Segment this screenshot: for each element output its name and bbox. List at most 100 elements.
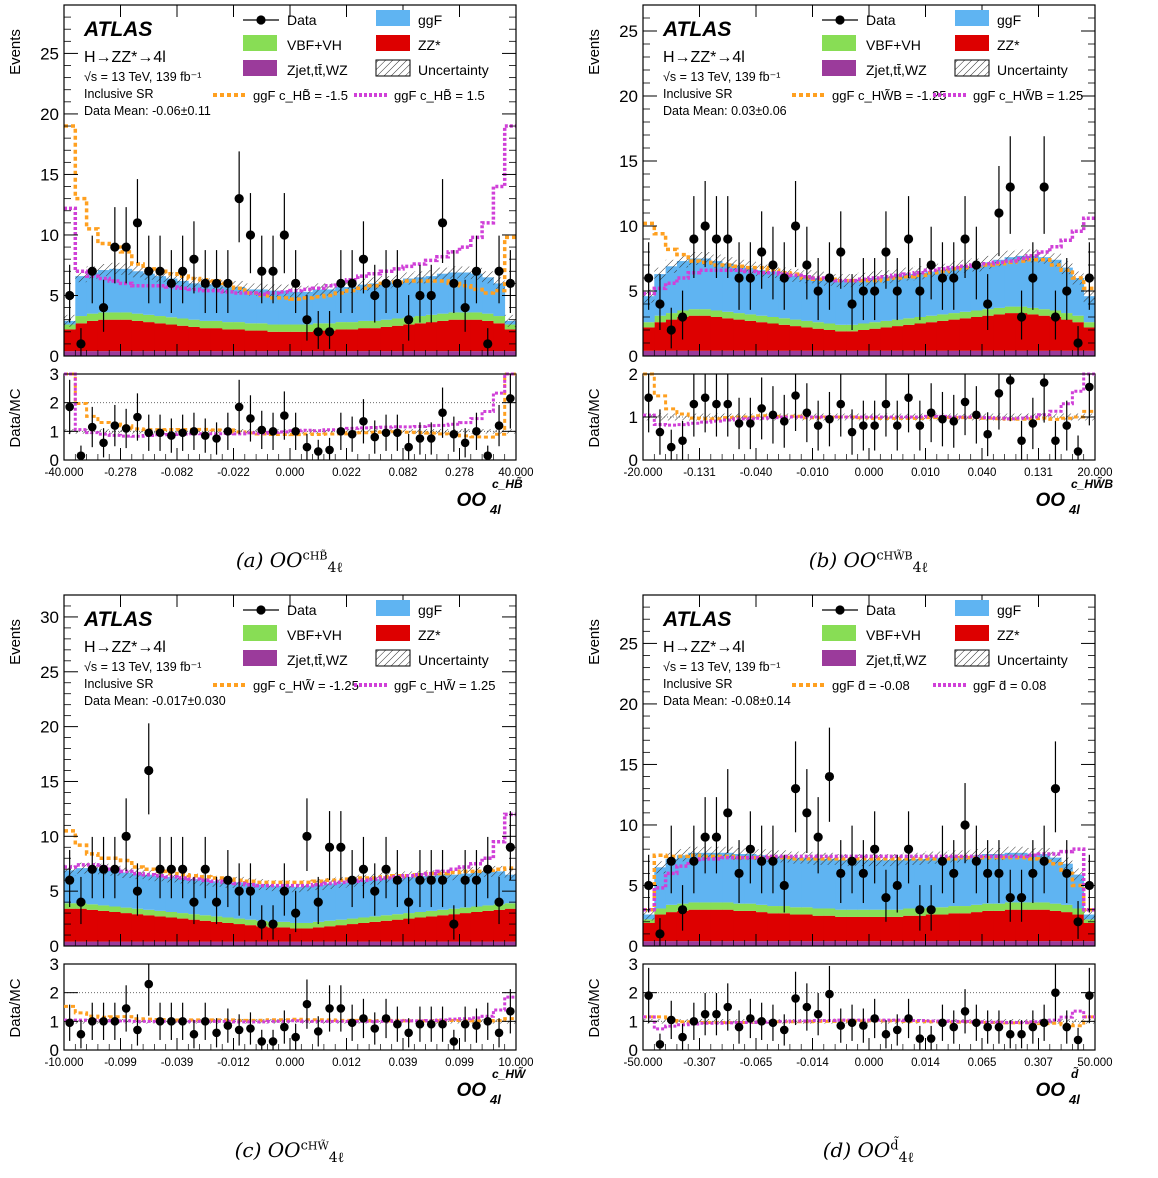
ratio-point	[779, 1025, 789, 1035]
ratio-point	[155, 1017, 165, 1026]
bar-zz	[278, 927, 291, 942]
bar-zz	[335, 925, 347, 942]
y-axis-label: Events	[586, 29, 603, 75]
bar-zz	[177, 325, 189, 352]
ratio-ytick-label: 1	[50, 422, 59, 441]
bar-ggf	[357, 880, 370, 918]
unc-bin	[323, 283, 336, 296]
bar-zz	[222, 922, 234, 942]
bar-ggf	[1015, 255, 1028, 307]
legend-data-label: Data	[866, 602, 896, 618]
bar-zz	[993, 314, 1005, 351]
bar-zjet	[857, 350, 870, 356]
data-point	[858, 868, 868, 878]
bar-zjet	[335, 941, 347, 946]
bar-vbf	[993, 307, 1005, 315]
ratio-point	[336, 1004, 346, 1013]
x-axis-label-main: OO	[1035, 1080, 1065, 1101]
ratio-point	[994, 389, 1004, 398]
ratio-point	[689, 1017, 699, 1026]
ratio-point	[483, 451, 493, 461]
ytick-label: 10	[40, 827, 59, 846]
ratio-point	[870, 421, 879, 430]
ratio-point	[712, 1009, 721, 1019]
data-point	[404, 897, 414, 907]
bar-vbf	[1004, 306, 1017, 314]
bar-vbf	[733, 313, 746, 320]
bar-zjet	[233, 351, 246, 356]
data-point	[471, 266, 482, 276]
ratio-point	[644, 393, 653, 402]
bar-zjet	[1038, 941, 1051, 946]
bar-zjet	[812, 350, 825, 356]
bar-zz	[154, 916, 167, 942]
ratio-point	[700, 1009, 710, 1019]
ratio-point	[404, 442, 413, 452]
bar-vbf	[688, 902, 700, 910]
data-point	[802, 808, 812, 818]
data-point	[336, 278, 346, 288]
pos-coefficient-line	[64, 812, 516, 888]
bar-zz	[75, 908, 87, 942]
bar-zz	[470, 911, 483, 942]
bar-vbf	[256, 323, 268, 331]
bar-vbf	[199, 915, 212, 921]
caption-superscript-sub: HW̃	[307, 1139, 329, 1153]
bar-zjet	[744, 350, 757, 356]
process-label: H→ZZ*→4l	[663, 639, 745, 656]
atlas-label: ATLAS	[662, 18, 731, 41]
ratio-point	[791, 391, 800, 400]
bar-zz	[233, 329, 246, 352]
ytick-label: 25	[40, 663, 59, 682]
data-point	[110, 242, 120, 252]
data-point	[971, 856, 981, 866]
bar-vbf	[744, 314, 757, 321]
caption-superscript-sub: HW̃B	[883, 549, 913, 563]
bar-zz	[154, 323, 167, 352]
bar-ggf	[482, 277, 494, 314]
data-point	[858, 286, 868, 296]
bar-zjet	[323, 941, 336, 946]
legend-ggf-label: ggF	[997, 12, 1021, 28]
bar-zjet	[1049, 350, 1062, 356]
data-point	[847, 299, 857, 309]
caption-superscript: d̃	[890, 1138, 899, 1154]
bar-zjet	[278, 351, 291, 356]
bar-zjet	[823, 941, 836, 946]
legend-vbf-swatch	[243, 35, 277, 51]
ratio-point	[178, 1017, 187, 1026]
xtick-label: 0.082	[389, 467, 418, 479]
ratio-point	[506, 1007, 515, 1016]
bar-zz	[767, 913, 779, 942]
data-point	[415, 290, 425, 301]
bar-zjet	[267, 351, 280, 356]
bar-vbf	[857, 909, 870, 917]
bar-vbf	[812, 322, 825, 329]
ratio-point	[178, 428, 187, 438]
bar-zjet	[1083, 350, 1096, 356]
ratio-point	[99, 1017, 108, 1026]
data-point	[324, 327, 335, 337]
data-point	[881, 892, 891, 903]
bar-zjet	[1061, 350, 1073, 356]
bar-zjet	[835, 350, 847, 356]
bar-zjet	[109, 351, 121, 356]
ratio-point	[313, 447, 323, 456]
bar-vbf	[744, 903, 757, 911]
bar-vbf	[722, 311, 734, 319]
data-point	[358, 864, 369, 874]
bar-zjet	[925, 350, 938, 356]
bar-zz	[369, 328, 381, 352]
bar-vbf	[767, 317, 779, 324]
bar-zjet	[982, 941, 994, 946]
data-point	[144, 266, 154, 276]
legend-unc-swatch	[375, 59, 411, 77]
bar-vbf	[75, 316, 87, 324]
bar-vbf	[188, 319, 200, 327]
ratio-point	[734, 1022, 744, 1032]
bar-zz	[244, 330, 257, 352]
ratio-point	[678, 436, 687, 445]
bar-vbf	[643, 322, 655, 328]
ratio-point	[223, 427, 233, 436]
bar-zz	[120, 913, 133, 942]
